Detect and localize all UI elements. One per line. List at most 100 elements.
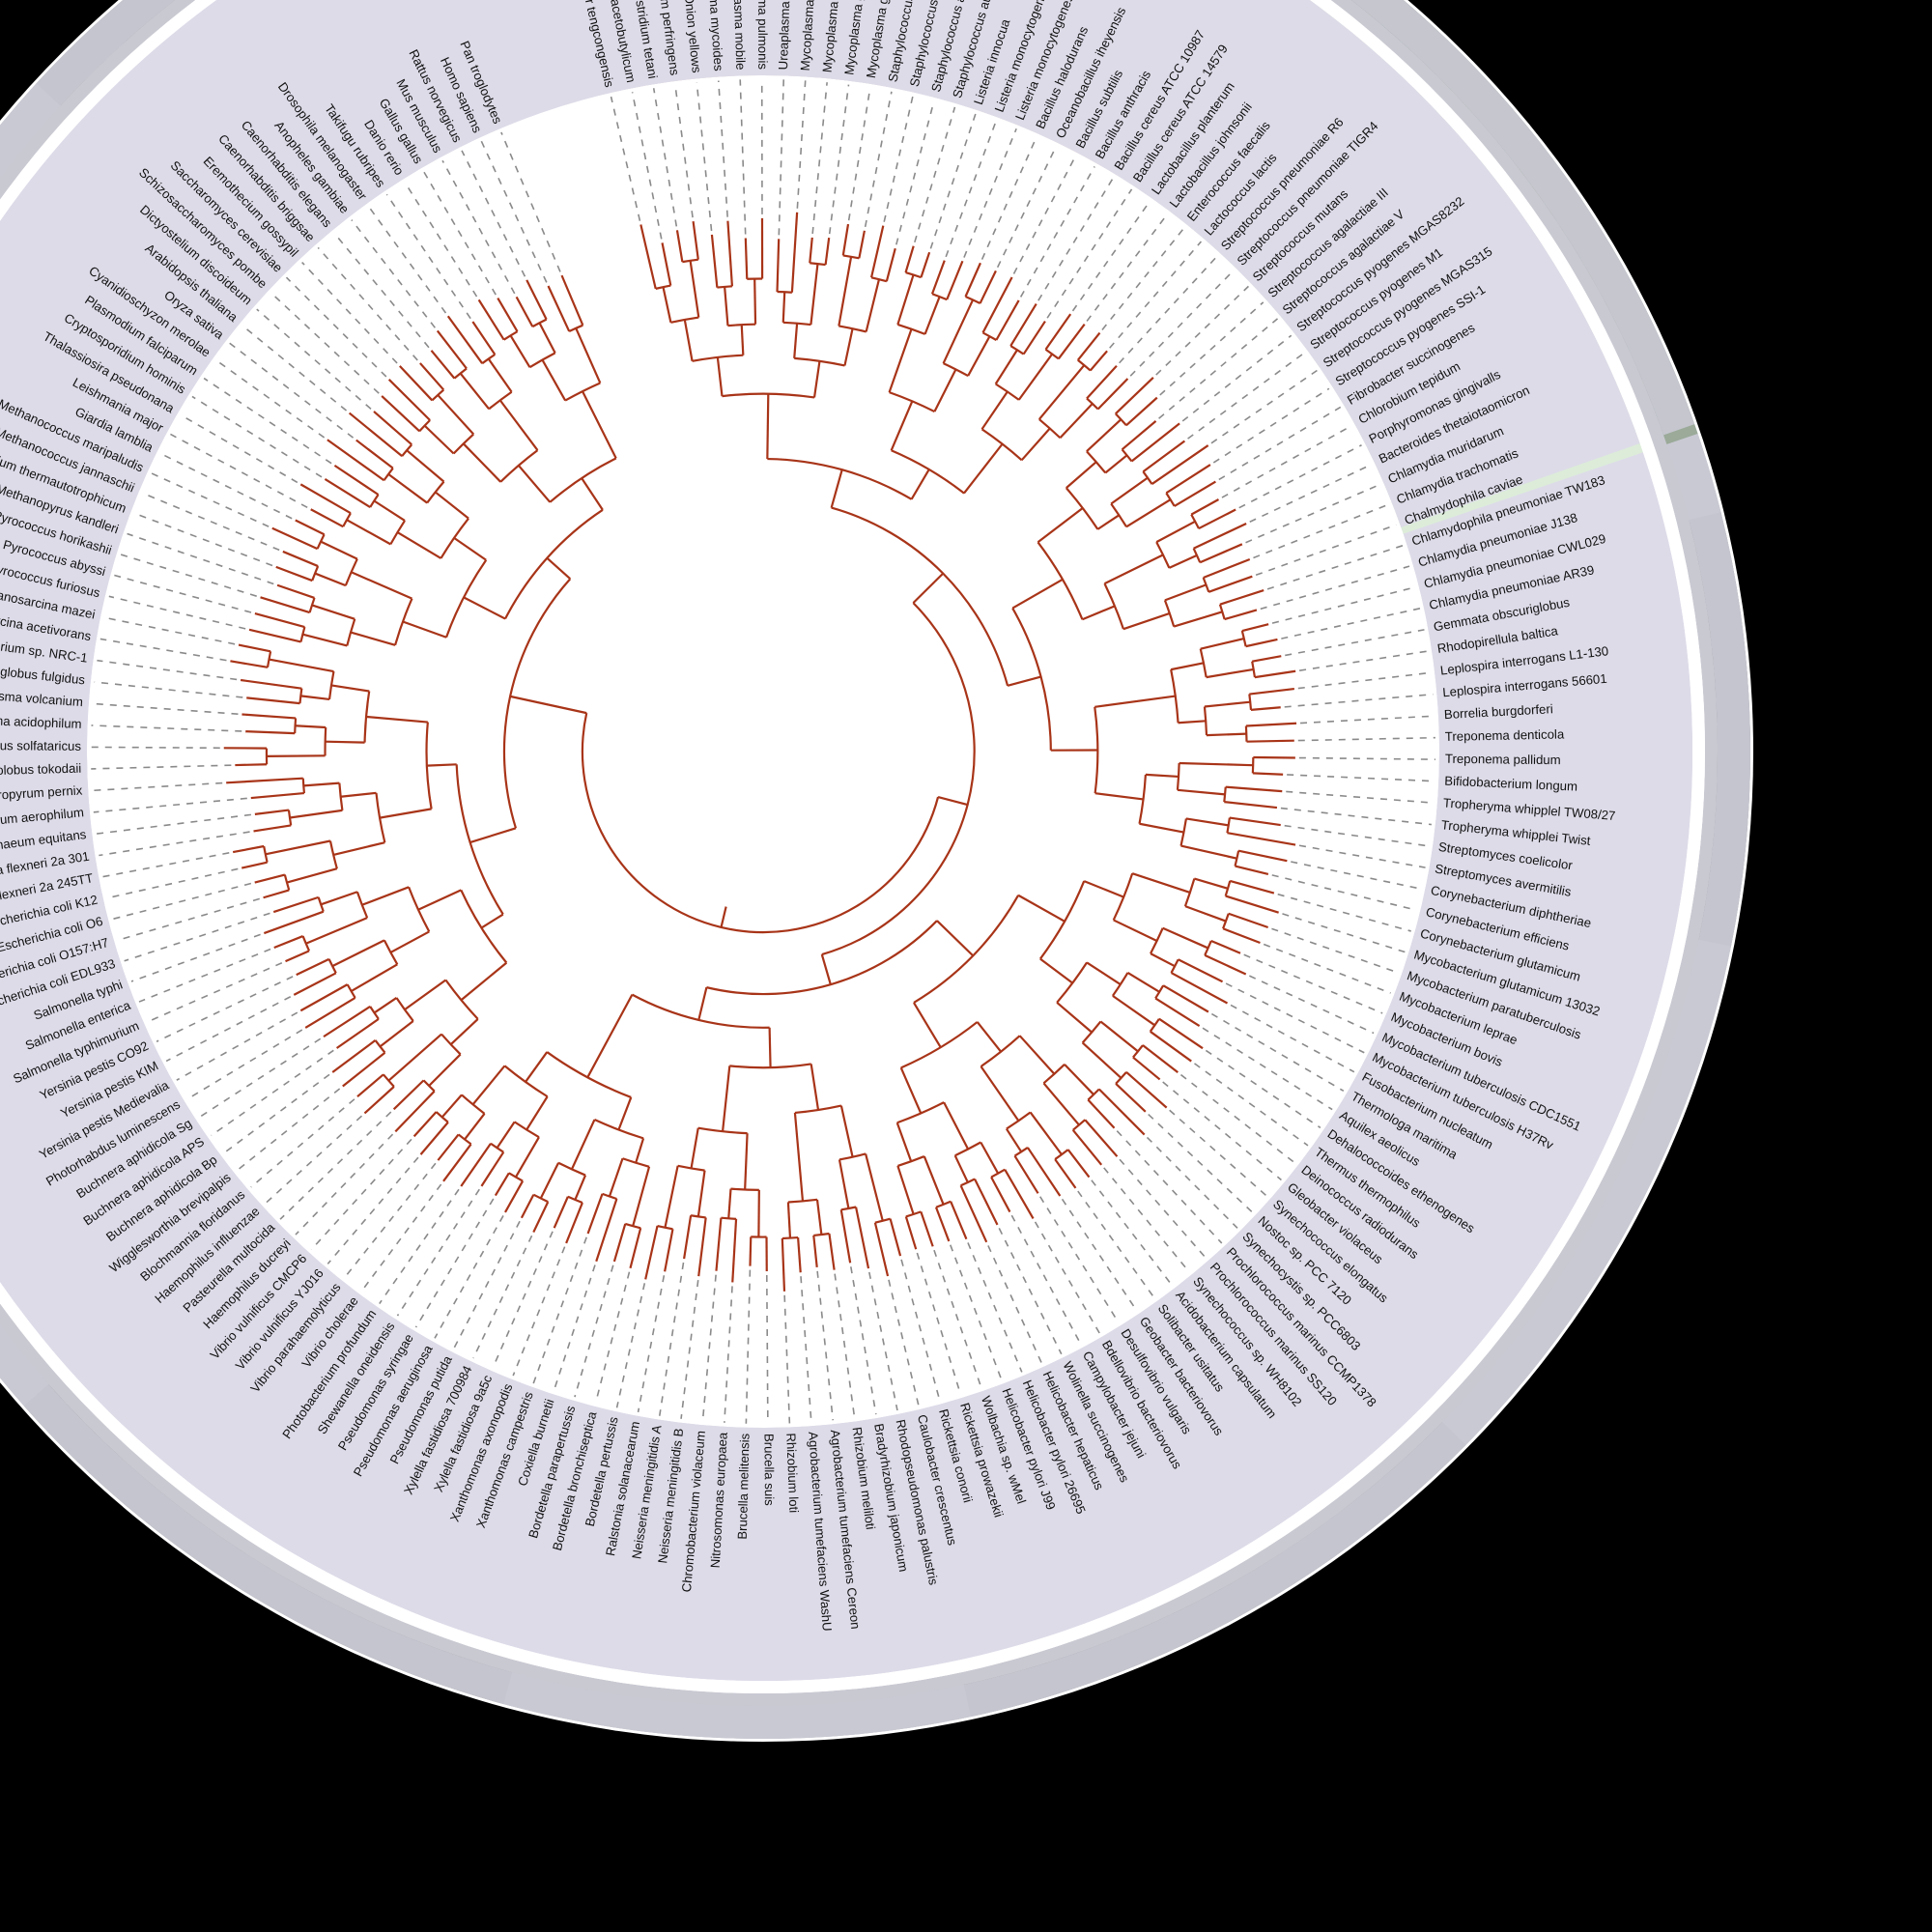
leader-line	[472, 1235, 533, 1359]
leader-line	[998, 1228, 1063, 1355]
leader-line	[631, 92, 663, 240]
leader-line	[120, 554, 257, 597]
leader-line	[404, 182, 478, 298]
taxon-label: Borrelia burgdorferi	[1444, 701, 1554, 722]
leader-line	[1253, 503, 1389, 559]
leader-line	[929, 113, 977, 249]
leader-line	[1286, 790, 1435, 804]
leader-line	[1010, 1214, 1082, 1345]
leader-line	[914, 106, 956, 243]
leader-line	[114, 574, 252, 613]
leader-line	[1271, 927, 1399, 974]
leader-line	[1103, 1167, 1190, 1273]
leader-line	[1116, 1130, 1223, 1244]
leader-line	[285, 276, 387, 378]
domain-bands-group	[0, 0, 1692, 1681]
leader-line	[950, 1244, 1003, 1381]
leader-line	[461, 150, 526, 277]
leader-line	[1187, 352, 1305, 440]
leader-line	[265, 1115, 363, 1205]
taxon-label: Ureaplasma parvum	[776, 0, 794, 71]
leader-line	[1298, 650, 1429, 671]
leader-line	[800, 1276, 812, 1423]
leader-line	[333, 233, 430, 349]
leader-line	[250, 1098, 355, 1188]
leader-line	[92, 702, 239, 715]
leader-line	[1271, 586, 1416, 624]
leader-line	[138, 948, 271, 1003]
leader-line	[933, 1249, 982, 1388]
leader-line	[203, 377, 332, 465]
leader-line	[724, 1286, 733, 1423]
leader-line	[1194, 1063, 1309, 1147]
leader-line	[211, 1049, 334, 1137]
leader-line	[133, 512, 273, 567]
leader-line	[1249, 464, 1372, 523]
leader-line	[165, 996, 292, 1063]
leader-line	[868, 1271, 898, 1411]
leader-line	[1298, 756, 1435, 760]
branches-group	[223, 212, 1297, 1292]
taxon-label: Sulfolobus tokodaii	[0, 761, 81, 779]
leader-line	[1012, 156, 1077, 274]
leader-line	[1243, 953, 1383, 1014]
leader-line	[176, 1011, 298, 1081]
leader-line	[1061, 1198, 1138, 1312]
leader-line	[97, 659, 238, 681]
leader-line	[1179, 1073, 1295, 1164]
leader-line	[864, 91, 893, 228]
leader-line	[1212, 387, 1330, 464]
leader-line	[594, 1271, 631, 1404]
leader-line	[215, 359, 326, 439]
leader-line	[1287, 774, 1435, 782]
leader-line	[512, 1246, 566, 1377]
leader-line	[1202, 1027, 1333, 1111]
leader-line	[295, 1133, 394, 1236]
leader-line	[186, 1029, 303, 1100]
leader-line	[360, 1183, 442, 1292]
leader-line	[1046, 188, 1133, 319]
leader-line	[441, 159, 516, 295]
leader-line	[1159, 301, 1264, 396]
leader-line	[351, 219, 436, 328]
leader-line	[142, 492, 280, 552]
leader-line	[765, 1274, 769, 1424]
leader-line	[980, 136, 1037, 260]
taxon-label: Mycoplasma mobile	[729, 0, 748, 71]
leader-line	[385, 193, 471, 320]
leader-line	[963, 128, 1017, 258]
leader-line	[106, 867, 239, 899]
leader-line	[310, 1138, 412, 1251]
leader-line	[745, 1269, 752, 1424]
leader-line	[1210, 1012, 1345, 1093]
taxon-label: Brucella suis	[761, 1434, 777, 1506]
leader-line	[1071, 201, 1151, 312]
leader-line	[696, 82, 713, 232]
leader-line	[242, 325, 348, 412]
leader-line	[1291, 861, 1422, 890]
leader-line	[1181, 334, 1293, 422]
leader-line	[500, 131, 561, 272]
leader-line	[414, 1198, 495, 1328]
leader-line	[850, 1266, 877, 1415]
leader-line	[674, 84, 694, 218]
leader-line	[652, 88, 678, 227]
taxon-label: Bifidobacterium longum	[1444, 774, 1577, 794]
leader-line	[1019, 166, 1095, 298]
leader-line	[900, 1259, 941, 1401]
leader-line	[816, 1270, 835, 1421]
taxon-label: Mycoplasma pulmonis	[755, 0, 770, 70]
leader-line	[1238, 444, 1362, 509]
leader-line	[847, 87, 871, 221]
leader-line	[1255, 524, 1397, 577]
leader-line	[1169, 1109, 1268, 1198]
leader-line	[828, 84, 850, 235]
leader-line	[256, 308, 372, 410]
leader-line	[1129, 270, 1235, 377]
taxon-label: Treponema denticola	[1445, 726, 1565, 744]
leader-line	[1218, 406, 1342, 481]
leader-line	[198, 1037, 322, 1119]
leader-line	[1086, 213, 1168, 322]
